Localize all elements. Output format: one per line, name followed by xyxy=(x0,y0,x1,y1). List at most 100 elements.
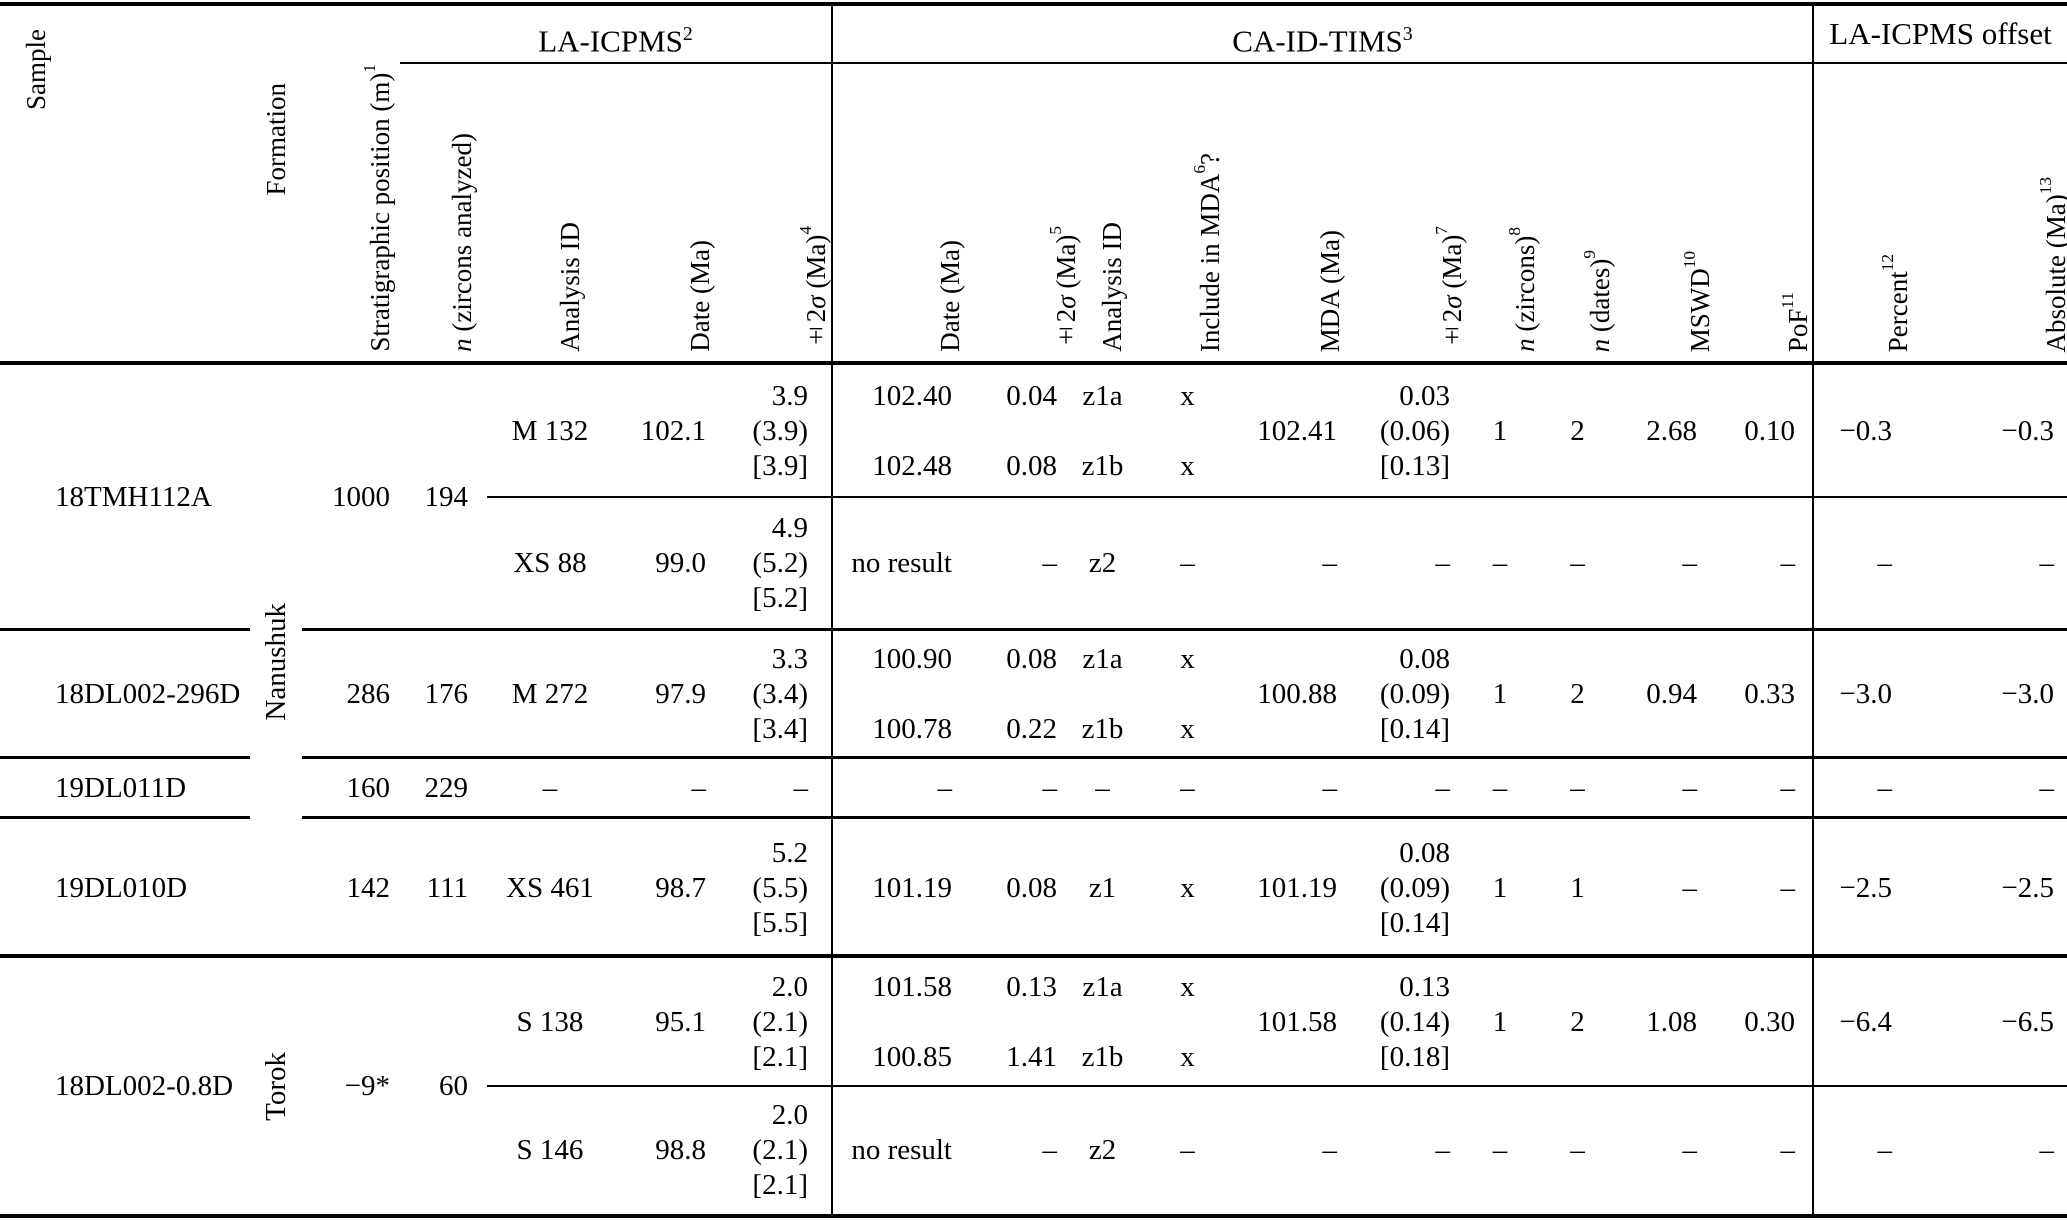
sample-cell: 18TMH112A xyxy=(55,481,212,513)
col-header-tims-date: Date (Ma) xyxy=(935,240,965,352)
col-header-tims-analysis-id: Analysis ID xyxy=(1097,222,1127,352)
mda-2sigma-cell: – xyxy=(1435,1133,1451,1166)
strat-position-cell: 160 xyxy=(346,771,391,804)
col-header-la-2sigma: ±2σ (Ma)4 xyxy=(796,225,831,352)
mda-cell: 101.58 xyxy=(1257,1005,1337,1038)
mda-2sigma-cell: – xyxy=(1435,771,1451,804)
mswd-cell: 0.94 xyxy=(1646,677,1697,710)
la-analysis-id-cell: S 146 xyxy=(516,1133,584,1166)
section-divider-bar xyxy=(831,6,833,361)
offset-percent-cell: – xyxy=(1877,771,1893,804)
offset-absolute-cell: −0.3 xyxy=(2001,414,2054,447)
tims-date-cell: 100.90 100.78 xyxy=(872,642,952,745)
mda-cell: 101.19 xyxy=(1257,871,1337,904)
table-top-rule xyxy=(0,2,2067,6)
section-divider-bar xyxy=(831,365,833,1214)
col-header-n-zircons-analyzed: n (zircons analyzed) xyxy=(447,133,477,352)
mswd-cell: 1.08 xyxy=(1646,1005,1697,1038)
include-in-mda-cell: – xyxy=(1180,771,1195,804)
tims-2sigma-cell: – xyxy=(1042,1133,1058,1166)
la-2sigma-cell: 3.3 (3.4) [3.4] xyxy=(752,642,808,745)
header-body-rule xyxy=(0,361,2067,365)
la-2sigma-cell: 3.9 (3.9) [3.9] xyxy=(752,379,808,482)
group-title-ca-id-tims: CA-ID-TIMS3 xyxy=(1232,23,1413,59)
formation-cell: Torok xyxy=(259,1051,292,1121)
n-zircons-cell: – xyxy=(1492,547,1508,579)
subrow-divider xyxy=(487,496,2067,498)
mda-cell: 102.41 xyxy=(1257,414,1337,447)
offset-percent-cell: −0.3 xyxy=(1839,414,1892,447)
la-2sigma-cell: 5.2 (5.5) [5.5] xyxy=(752,836,808,939)
la-date-cell: – xyxy=(691,771,707,804)
tims-analysis-id-cell: z2 xyxy=(1088,547,1117,579)
tims-date-cell: 101.58 100.85 xyxy=(872,970,952,1073)
offset-percent-cell: −2.5 xyxy=(1839,871,1892,904)
tims-date-cell: 101.19 xyxy=(872,871,952,904)
mda-2sigma-cell: 0.08 (0.09) [0.14] xyxy=(1379,642,1450,745)
col-header-mda-2sigma: ±2σ (Ma)7 xyxy=(1432,225,1467,352)
la-analysis-id-cell: XS 88 xyxy=(513,547,587,579)
mda-2sigma-cell: 0.08 (0.09) [0.14] xyxy=(1379,836,1450,939)
n-dates-cell: – xyxy=(1570,771,1585,804)
include-in-mda-cell: – xyxy=(1180,547,1195,579)
mda-2sigma-cell: 0.03 (0.06) [0.13] xyxy=(1379,379,1450,482)
n-zircons-cell: 1 xyxy=(1492,1005,1508,1038)
tims-analysis-id-cell: z1a z1b xyxy=(1081,970,1124,1073)
la-analysis-id-cell: XS 461 xyxy=(506,871,594,904)
n-analyzed-cell: 229 xyxy=(424,771,469,804)
offset-absolute-cell: −3.0 xyxy=(2001,677,2054,710)
la-analysis-id-cell: S 138 xyxy=(516,1005,584,1038)
sample-cell: 19DL011D xyxy=(55,771,187,804)
pof-cell: 0.33 xyxy=(1744,677,1795,710)
offset-percent-cell: −3.0 xyxy=(1839,677,1892,710)
sample-cell: 19DL010D xyxy=(55,871,188,904)
n-dates-cell: 1 xyxy=(1570,871,1585,904)
offset-percent-cell: – xyxy=(1877,547,1893,579)
pof-cell: 0.10 xyxy=(1744,414,1795,447)
tims-2sigma-cell: 0.13 1.41 xyxy=(1006,970,1057,1073)
group-separator xyxy=(0,628,250,631)
group-separator xyxy=(0,954,2067,958)
la-date-cell: 95.1 xyxy=(655,1005,706,1038)
col-header-la-date: Date (Ma) xyxy=(685,240,715,352)
sample-cell: 18DL002-296D xyxy=(55,677,241,710)
tims-analysis-id-cell: z1a z1b xyxy=(1081,379,1124,482)
group-header-underline xyxy=(400,62,2067,64)
col-header-n-dates: n (dates)9 xyxy=(1580,249,1615,352)
tims-analysis-id-cell: z1a z1b xyxy=(1081,642,1124,745)
tims-2sigma-cell: – xyxy=(1042,771,1058,804)
include-in-mda-cell: – xyxy=(1180,1133,1195,1166)
la-analysis-id-cell: M 272 xyxy=(511,677,589,710)
la-analysis-id-cell: – xyxy=(542,771,558,804)
offset-percent-cell: – xyxy=(1877,1133,1893,1166)
col-header-sample: Sample xyxy=(21,29,51,110)
col-header-la-analysis-id: Analysis ID xyxy=(555,222,585,352)
n-analyzed-cell: 60 xyxy=(439,1069,468,1102)
mda-cell: 100.88 xyxy=(1257,677,1337,710)
col-header-offset-absolute: Absolute (Ma)13 xyxy=(2036,176,2067,352)
tims-date-cell: no result xyxy=(851,547,952,579)
group-separator xyxy=(302,816,2067,819)
offset-absolute-cell: – xyxy=(2039,771,2055,804)
n-zircons-cell: – xyxy=(1492,1133,1508,1166)
tims-date-cell: no result xyxy=(851,1133,952,1166)
n-dates-cell: 2 xyxy=(1570,414,1585,447)
strat-position-cell: 142 xyxy=(346,871,391,904)
col-header-include-in-mda: Include in MDA6? xyxy=(1190,152,1225,352)
mswd-cell: 2.68 xyxy=(1646,414,1697,447)
strat-position-cell: −9* xyxy=(344,1069,390,1102)
pof-cell: – xyxy=(1780,771,1796,804)
tims-analysis-id-cell: z2 xyxy=(1088,1133,1117,1166)
mda-2sigma-cell: 0.13 (0.14) [0.18] xyxy=(1379,970,1450,1073)
n-zircons-cell: – xyxy=(1492,771,1508,804)
col-header-mswd: MSWD10 xyxy=(1680,250,1715,352)
n-dates-cell: – xyxy=(1570,1133,1585,1166)
la-date-cell: 99.0 xyxy=(655,547,706,579)
col-header-n-zircons: n (zircons)8 xyxy=(1505,227,1540,352)
pof-cell: 0.30 xyxy=(1744,1005,1795,1038)
la-date-cell: 97.9 xyxy=(655,677,706,710)
col-header-tims-2sigma: ±2σ (Ma)5 xyxy=(1046,225,1081,352)
